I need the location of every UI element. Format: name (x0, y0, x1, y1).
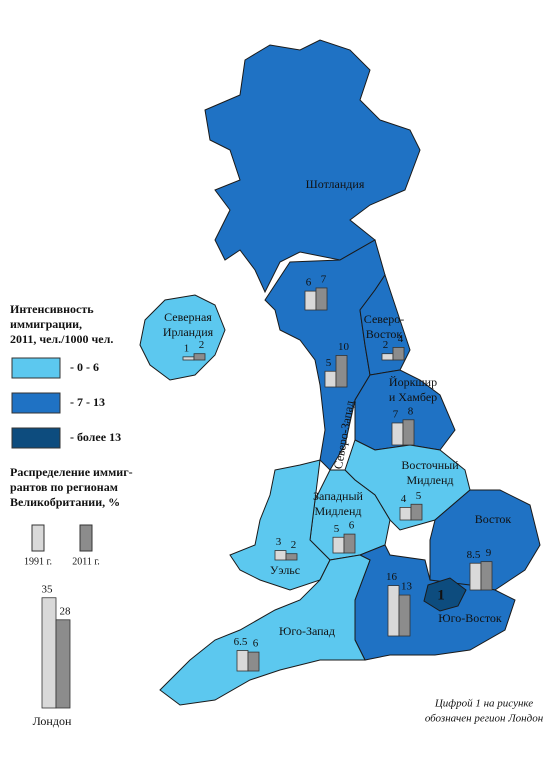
bar-value: 13 (401, 581, 413, 593)
bar-value: 6 (349, 520, 355, 532)
bar (387, 585, 400, 637)
bar (332, 536, 345, 554)
bar (402, 419, 415, 446)
region-wales (229, 459, 331, 591)
legend-label: - 7 - 13 (70, 395, 105, 409)
bars-legend-title: Великобритании, % (10, 495, 120, 509)
bar (335, 355, 348, 388)
bar-value: 16 (386, 571, 398, 583)
london-marker: 1 (437, 587, 445, 603)
region-shapes (139, 39, 541, 706)
region-name: Северная (164, 310, 212, 324)
bar (392, 346, 405, 361)
bar (469, 562, 482, 591)
year-label: 1991 г. (24, 556, 52, 567)
bar-value: 8.5 (467, 549, 481, 561)
bar (193, 353, 206, 361)
region-name: Ирландия (163, 325, 214, 339)
bar-value: 10 (338, 341, 350, 353)
year-swatch (31, 524, 45, 552)
bar (274, 550, 287, 561)
legend-title: Интенсивность (10, 302, 94, 316)
bar (343, 533, 356, 554)
region-name: Уэльс (270, 563, 300, 577)
bars-legend-title: рантов по регионам (10, 480, 118, 494)
bar-value: 2 (383, 339, 389, 351)
bar-value: 7 (393, 408, 399, 420)
note: обозначен регион Лондон (425, 713, 544, 725)
bar-value: 9 (486, 547, 492, 559)
bar (398, 594, 411, 637)
bar-value: 7 (321, 273, 327, 285)
region-name: Юго-Запад (279, 624, 335, 638)
bar (55, 619, 71, 709)
region-name: Шотландия (306, 177, 365, 191)
region-name: и Хамбер (389, 390, 437, 404)
bar (285, 553, 298, 561)
bar (182, 356, 195, 361)
region-name: Западный (313, 489, 364, 503)
bar (480, 561, 493, 591)
region-name: Восток (366, 327, 403, 341)
region-name: Восток (475, 512, 512, 526)
legend-title: иммиграции, (10, 317, 82, 331)
legend-swatch (11, 427, 61, 449)
bar (391, 422, 404, 446)
legend-swatch (11, 357, 61, 379)
bar-value: 2 (291, 539, 297, 551)
legend-label: - более 13 (70, 430, 121, 444)
region-name: Северо- (364, 312, 404, 326)
bar (247, 651, 260, 672)
bar-value: 1 (184, 342, 190, 354)
note: Цифрой 1 на рисунке (434, 698, 533, 710)
bar-value: 4 (398, 333, 404, 345)
bar (399, 506, 412, 521)
bar-value: 35 (42, 583, 54, 595)
bar-value: 5 (326, 357, 332, 369)
bar-value: 3 (276, 536, 282, 548)
region-scotland (204, 39, 421, 294)
bar-value: 8 (408, 405, 414, 417)
region-name: Восточный (401, 458, 459, 472)
bar-value: 2 (199, 339, 205, 351)
year-swatch (79, 524, 93, 552)
legend-swatch (11, 392, 61, 414)
year-label: 2011 г. (72, 556, 100, 567)
bar-value: 28 (60, 605, 72, 617)
bar-value: 4 (401, 493, 407, 505)
bar (41, 597, 57, 709)
legend-label: - 0 - 6 (70, 360, 99, 374)
bar-value: 6 (306, 277, 312, 289)
region-north-west (264, 239, 386, 471)
region-name: Мидленд (406, 473, 453, 487)
bar-value: 5 (334, 523, 340, 535)
region-south-west (159, 554, 371, 706)
bar (315, 287, 328, 311)
bar-value: 5 (416, 490, 422, 502)
region-london (423, 577, 467, 612)
region-name: Мидленд (314, 504, 361, 518)
legend-title: 2011, чел./1000 чел. (10, 332, 113, 346)
bar-value: 6.5 (234, 636, 248, 648)
bar (324, 370, 337, 388)
region-name: Юго-Восток (438, 611, 502, 625)
bar (236, 650, 249, 672)
bar-value: 6 (253, 638, 259, 650)
bar (410, 503, 423, 521)
region-name: Йоркшир (389, 375, 437, 389)
bars-legend-title: Распределение иммиг- (10, 465, 133, 479)
bar (381, 353, 394, 361)
london-label: Лондон (33, 714, 72, 728)
bar (304, 290, 317, 311)
